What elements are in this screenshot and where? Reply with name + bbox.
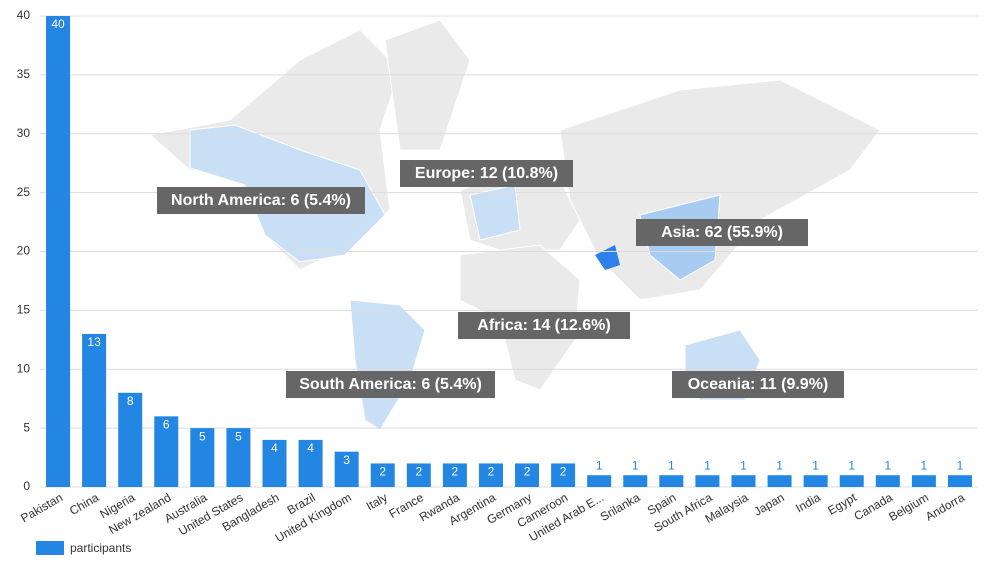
value-label: 2 <box>524 465 531 479</box>
bar <box>515 463 540 487</box>
bar <box>262 439 287 487</box>
bar <box>947 475 972 487</box>
bar <box>623 475 648 487</box>
value-label: 1 <box>740 458 747 472</box>
bar <box>695 475 720 487</box>
x-tick-label: Andorra <box>923 490 967 524</box>
bar <box>154 416 179 487</box>
bar <box>298 439 323 487</box>
value-label: 1 <box>632 458 639 472</box>
x-tick-label: Italy <box>364 490 390 513</box>
bar <box>190 428 215 487</box>
y-tick-label: 30 <box>17 126 31 140</box>
bar <box>551 463 576 487</box>
value-label: 2 <box>560 465 567 479</box>
value-label: 3 <box>343 453 350 467</box>
annotation-box <box>458 312 630 339</box>
legend-label: participants <box>70 541 131 555</box>
bar <box>478 463 503 487</box>
bar <box>370 463 395 487</box>
x-tick-label: China <box>67 490 101 518</box>
value-label: 40 <box>51 17 65 31</box>
annotation: South America: 6 (5.4%) <box>299 376 482 393</box>
value-label: 1 <box>668 458 675 472</box>
bar <box>82 333 107 487</box>
annotation-box <box>400 160 573 187</box>
bar <box>839 475 864 487</box>
value-label: 8 <box>127 394 134 408</box>
bar <box>731 475 756 487</box>
x-tick-label: Japan <box>751 490 786 518</box>
bar <box>803 475 828 487</box>
annotation: Europe: 12 (10.8%) <box>415 165 558 182</box>
legend-swatch <box>36 541 64 555</box>
y-tick-label: 5 <box>23 420 30 434</box>
value-label: 1 <box>812 458 819 472</box>
bar <box>442 463 467 487</box>
x-tick-label: Srilanka <box>598 490 643 524</box>
y-tick-label: 20 <box>17 244 31 258</box>
annotation-box <box>672 371 844 398</box>
value-label: 2 <box>415 465 422 479</box>
bar <box>406 463 431 487</box>
annotation: Asia: 62 (55.9%) <box>661 224 783 241</box>
annotation: Oceania: 11 (9.9%) <box>688 376 829 393</box>
bar <box>226 428 251 487</box>
bar <box>46 16 71 487</box>
x-tick-label: Pakistan <box>18 490 65 525</box>
x-tick-label: India <box>793 490 823 515</box>
value-label: 1 <box>957 458 964 472</box>
y-tick-label: 35 <box>17 67 31 81</box>
value-label: 2 <box>452 465 459 479</box>
x-tick-label: Belgium <box>886 490 931 524</box>
value-label: 1 <box>921 458 928 472</box>
bar <box>875 475 900 487</box>
annotation: North America: 6 (5.4%) <box>171 192 351 209</box>
annotation-box <box>286 371 495 398</box>
annotation-box <box>157 187 365 214</box>
bar <box>334 451 359 487</box>
value-label: 5 <box>235 429 242 443</box>
y-tick-label: 0 <box>23 479 30 493</box>
y-tick-label: 15 <box>17 303 31 317</box>
bar <box>659 475 684 487</box>
annotation: Africa: 14 (12.6%) <box>477 317 610 334</box>
y-tick-label: 25 <box>17 185 31 199</box>
y-tick-label: 10 <box>17 361 31 375</box>
x-tick-label: Canada <box>851 490 895 523</box>
bar <box>767 475 792 487</box>
value-label: 6 <box>163 418 170 432</box>
value-label: 4 <box>307 441 314 455</box>
value-label: 1 <box>848 458 855 472</box>
y-tick-label: 40 <box>17 8 31 22</box>
bar <box>587 475 612 487</box>
value-label: 1 <box>884 458 891 472</box>
value-label: 1 <box>596 458 603 472</box>
bar <box>118 392 143 487</box>
value-label: 5 <box>199 429 206 443</box>
value-label: 2 <box>379 465 386 479</box>
value-label: 4 <box>271 441 278 455</box>
value-label: 13 <box>87 335 101 349</box>
bar <box>911 475 936 487</box>
value-label: 2 <box>488 465 495 479</box>
annotation-box <box>636 219 808 246</box>
value-label: 1 <box>776 458 783 472</box>
value-label: 1 <box>704 458 711 472</box>
